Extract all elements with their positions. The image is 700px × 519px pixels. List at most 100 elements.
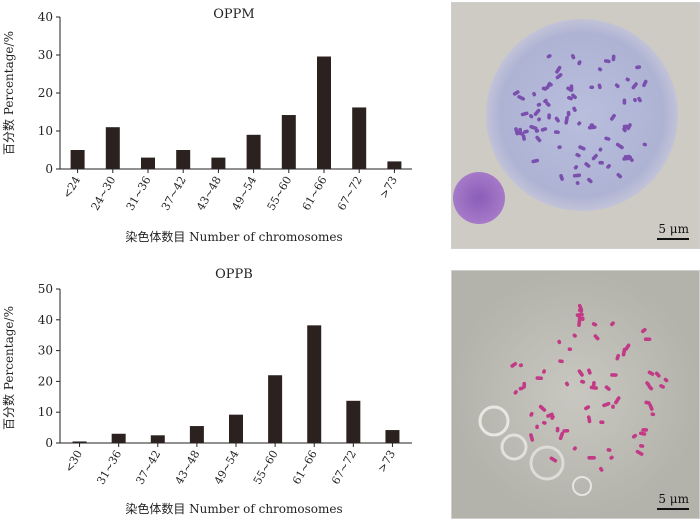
x-tick-label: 49~54	[212, 448, 242, 487]
chromosome	[603, 59, 611, 64]
chromosome	[650, 412, 656, 417]
chromosome	[642, 79, 648, 88]
chromosome	[529, 114, 534, 119]
chromosome	[557, 145, 562, 150]
chromosome	[521, 134, 526, 141]
x-tick-label: >73	[377, 174, 400, 201]
x-axis-label: 染色体数目 Number of chromosomes	[125, 229, 342, 244]
bar	[281, 115, 296, 169]
bar	[141, 157, 155, 169]
chromosome	[604, 385, 611, 391]
chromosome	[647, 384, 654, 391]
chromosome	[637, 96, 642, 103]
chromosome	[598, 466, 604, 472]
chromosome	[654, 371, 661, 378]
chromosome	[579, 308, 584, 314]
chromosome	[558, 359, 564, 364]
chart-oppm: OPPM 百分数 Percentage/% 染色体数目 Number of ch…	[1, 7, 412, 244]
chromosome	[514, 127, 520, 136]
chromosome	[611, 404, 615, 409]
chromosome	[584, 162, 591, 168]
chromosome	[577, 369, 584, 377]
chromosome	[641, 327, 647, 334]
chromosome	[597, 67, 603, 72]
bar	[307, 325, 322, 443]
chromosome	[553, 130, 560, 135]
chromosome	[559, 174, 564, 181]
chromosome	[546, 54, 552, 59]
bar	[268, 375, 283, 443]
chromosome	[611, 54, 616, 62]
bubble	[478, 405, 510, 437]
y-tick-label: 40	[38, 10, 53, 24]
chromosome	[625, 77, 630, 82]
chromosome	[587, 368, 592, 375]
x-tick-label: 43~48	[173, 448, 203, 487]
chromosome	[540, 127, 548, 132]
chromosome	[610, 321, 615, 327]
chromosome	[606, 448, 612, 452]
chromosome	[564, 381, 570, 387]
chromosome	[529, 411, 534, 417]
chromosome	[510, 361, 518, 368]
chromosome	[663, 377, 669, 383]
chromosome	[529, 124, 538, 131]
x-tick-label: 61~66	[300, 174, 330, 213]
chromosome	[532, 91, 537, 97]
chromosome	[533, 108, 541, 116]
metaphase-image	[452, 271, 699, 518]
chromosome	[575, 312, 584, 317]
chromosome	[643, 337, 652, 342]
chromosome	[513, 390, 518, 395]
chromosome	[536, 102, 542, 107]
bar	[70, 150, 85, 169]
x-tick-label: 55~60	[265, 174, 295, 213]
chromosome	[586, 415, 592, 424]
bubble	[572, 476, 592, 496]
chromosome	[648, 403, 654, 411]
chromosome	[518, 363, 524, 368]
chromosome	[642, 142, 647, 147]
chromosome	[567, 95, 573, 101]
chromosome	[549, 456, 558, 463]
chromosome	[558, 431, 565, 441]
chromosome	[518, 386, 524, 391]
chromosome	[520, 111, 529, 117]
x-tick-label: 43~48	[194, 174, 224, 213]
chromosome	[548, 82, 553, 87]
chromosome	[518, 131, 525, 136]
chromosome	[555, 426, 560, 433]
bar	[111, 433, 126, 443]
chromosome	[598, 160, 604, 165]
chromosome	[589, 85, 595, 90]
chromosome	[591, 380, 596, 389]
chromosome	[564, 115, 569, 125]
y-tick-label: 50	[38, 282, 53, 296]
chromosome	[575, 152, 581, 158]
chromosome	[550, 415, 555, 420]
x-tick-label: <24	[60, 174, 83, 201]
chromosome	[555, 73, 563, 80]
bar	[385, 430, 400, 443]
chromosome	[555, 65, 562, 74]
chromosome	[535, 424, 539, 430]
y-axis-label: 百分数 Percentage/%	[1, 306, 16, 430]
chromosome	[598, 147, 603, 152]
bar	[387, 161, 402, 169]
chromosome	[602, 401, 611, 408]
x-tick-label: 31~36	[124, 174, 154, 213]
chromosome	[591, 153, 598, 161]
chromosome	[615, 142, 624, 150]
chromosome	[541, 86, 547, 91]
chromosome	[538, 404, 547, 412]
chromosome	[633, 97, 637, 103]
x-tick-label: <30	[62, 448, 85, 475]
x-tick-label: 55~60	[251, 448, 281, 487]
chromosome	[535, 135, 542, 143]
x-tick-label: 37~42	[134, 448, 164, 487]
plot-area: 0 10 20 30 40 50 <30 31~36 37~42 43~48 49~54 55~60 6…	[38, 282, 412, 487]
scale-bar-label: 5 μm	[658, 492, 689, 506]
scale-bar	[657, 508, 689, 510]
chromosome	[609, 455, 614, 460]
